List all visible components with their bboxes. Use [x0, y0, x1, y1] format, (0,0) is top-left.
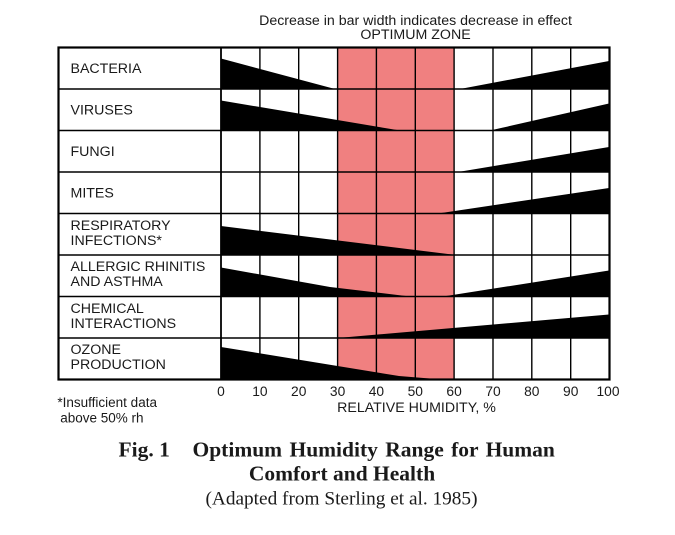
- svg-text:RELATIVE HUMIDITY, %: RELATIVE HUMIDITY, %: [337, 400, 496, 416]
- svg-text:FUNGI: FUNGI: [71, 144, 115, 160]
- svg-text:80: 80: [524, 384, 540, 399]
- svg-text:*Insufficient data: *Insufficient data: [57, 395, 157, 410]
- svg-text:ALLERGIC RHINITIS: ALLERGIC RHINITIS: [71, 259, 206, 275]
- svg-text:Fig. 1: Fig. 1: [119, 438, 170, 462]
- svg-text:INTERACTIONS: INTERACTIONS: [71, 316, 177, 332]
- svg-text:BACTERIA: BACTERIA: [71, 61, 142, 77]
- svg-text:CHEMICAL: CHEMICAL: [71, 301, 144, 317]
- svg-text:50: 50: [408, 384, 424, 399]
- svg-text:10: 10: [252, 384, 268, 399]
- svg-text:OPTIMUM ZONE: OPTIMUM ZONE: [360, 27, 470, 43]
- svg-text:AND ASTHMA: AND ASTHMA: [71, 274, 164, 290]
- svg-text:RESPIRATORY: RESPIRATORY: [71, 218, 172, 234]
- svg-text:Decrease in bar width indicate: Decrease in bar width indicates decrease…: [259, 13, 572, 29]
- svg-text:90: 90: [563, 384, 579, 399]
- svg-text:70: 70: [485, 384, 501, 399]
- svg-text:OZONE: OZONE: [71, 342, 121, 358]
- svg-text:Optimum Humidity Range for Hum: Optimum Humidity Range for Human: [193, 438, 555, 462]
- svg-text:MITES: MITES: [71, 185, 114, 201]
- svg-text:100: 100: [596, 384, 619, 399]
- svg-text:60: 60: [446, 384, 462, 399]
- svg-text:INFECTIONS*: INFECTIONS*: [71, 233, 163, 249]
- svg-text:0: 0: [217, 384, 225, 399]
- svg-text:Comfort and Health: Comfort and Health: [249, 462, 435, 486]
- svg-text:20: 20: [291, 384, 307, 399]
- svg-text:above 50% rh: above 50% rh: [60, 410, 143, 425]
- svg-text:PRODUCTION: PRODUCTION: [71, 357, 166, 373]
- svg-text:30: 30: [330, 384, 346, 399]
- svg-text:(Adapted from Sterling et al.: (Adapted from Sterling et al. 1985): [205, 489, 477, 510]
- svg-text:40: 40: [369, 384, 385, 399]
- svg-text:VIRUSES: VIRUSES: [71, 102, 133, 118]
